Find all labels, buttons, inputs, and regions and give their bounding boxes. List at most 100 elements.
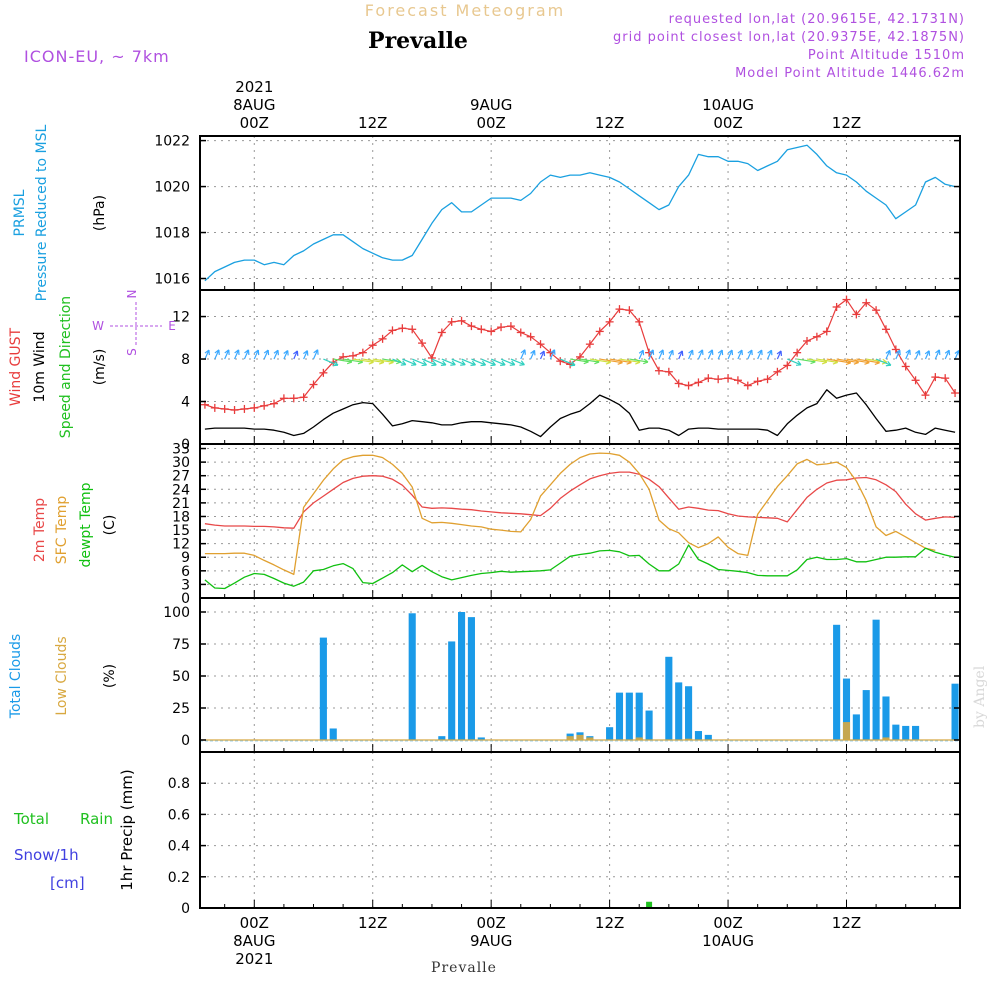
wind-direction-arrowhead [509, 364, 515, 366]
wind-direction-arrow [875, 358, 892, 366]
wind-direction-arrowhead [501, 360, 506, 366]
x-top-tick-label: 00Z [240, 114, 269, 132]
y-tick-label: 0 [181, 437, 190, 453]
wind-direction-arrow [915, 350, 920, 360]
bar-total-clouds [458, 612, 466, 740]
wind-direction-arrowhead [480, 364, 486, 367]
wind-direction-arrow [717, 349, 723, 360]
y-tick-label: 24 [172, 482, 190, 498]
y-tick-label: 0.6 [168, 807, 190, 823]
wind-direction-arrow [885, 350, 891, 360]
ylabel-precip-total: Total [13, 810, 49, 828]
header-model-alt: Model Point Altitude 1446.62m [735, 66, 965, 81]
wind-direction-arrow [570, 358, 589, 363]
wind-direction-arrowhead [810, 361, 816, 365]
ylabel-10m-wind: 10m Wind [32, 331, 48, 402]
wind-direction-arrow [648, 349, 654, 360]
x-bottom-tick-label: 10AUG [702, 932, 754, 950]
wind-direction-arrowhead [717, 349, 723, 354]
ylabel-prmsl: PRMSL [12, 189, 28, 236]
wind-direction-arrow [924, 350, 930, 360]
y-tick-label: 12 [172, 310, 190, 326]
x-bottom-tick-label: 00Z [713, 914, 742, 932]
y-tick-label: 1016 [154, 272, 190, 288]
ylabel-sfc-temp: SFC Temp [54, 496, 70, 565]
wind-direction-arrowhead [263, 349, 269, 354]
axes-layer: 1016101810201022048120369121518212427303… [154, 134, 961, 917]
bar-total-clouds [675, 682, 683, 740]
wind-direction-arrow [944, 349, 950, 360]
bar-total-clouds [665, 656, 673, 740]
y-tick-label: 27 [172, 469, 190, 485]
wind-direction-arrowhead [944, 349, 950, 354]
y-tick-label: 25 [172, 701, 190, 717]
wind-direction-arrowhead [460, 364, 466, 366]
y-tick-label: 12 [172, 537, 190, 553]
wind-direction-arrowhead [490, 364, 496, 367]
ylabel-dewpt-temp: dewpt Temp [78, 482, 94, 567]
x-bottom-tick-label: 12Z [832, 914, 861, 932]
bar-total-clouds [892, 724, 900, 740]
x-top-tick-label: 10AUG [702, 96, 754, 114]
wind-direction-arrowhead [935, 349, 940, 354]
series-sfc-temp-line [204, 452, 936, 576]
bar-low-clouds [566, 736, 574, 740]
bar-total-clouds [852, 714, 860, 740]
wind-direction-arrowhead [520, 349, 526, 354]
wind-direction-arrowhead [698, 349, 703, 354]
wind-direction-arrowhead [357, 361, 363, 365]
bar-total-clouds [694, 731, 702, 740]
wind-direction-arrowhead [470, 364, 476, 366]
wind-direction-arrow [539, 350, 545, 360]
wind-direction-arrow [451, 358, 466, 366]
wind-direction-arrowhead [334, 360, 339, 366]
bar-total-clouds [438, 736, 446, 740]
y-tick-label: 21 [172, 496, 190, 512]
wind-direction-arrowhead [688, 349, 693, 354]
wind-direction-arrowhead [954, 350, 960, 354]
x-top-tick-label: 8AUG [233, 96, 275, 114]
y-tick-label: 4 [181, 395, 190, 411]
y-tick-label: 30 [172, 455, 190, 471]
wind-direction-arrow [599, 358, 623, 364]
wind-direction-arrow [441, 358, 456, 366]
wind-direction-arrow [500, 358, 515, 366]
wind-direction-arrow [707, 349, 713, 360]
bar-total-clouds [882, 696, 890, 740]
wind-direction-arrowhead [293, 350, 298, 355]
wind-direction-arrowhead [583, 361, 589, 365]
wind-direction-arrow [589, 358, 611, 363]
y-tick-label: 0 [181, 901, 190, 917]
x-top-tick-label: 12Z [358, 114, 387, 132]
wind-direction-arrowhead [511, 360, 516, 366]
ylabel-speed-direction: Speed and Direction [58, 296, 74, 438]
wind-direction-arrowhead [388, 361, 394, 365]
bar-low-clouds [586, 737, 594, 740]
wind-direction-arrowhead [378, 361, 385, 365]
wind-direction-arrow [510, 358, 525, 366]
wind-direction-arrow [727, 349, 733, 360]
wind-direction-arrow [253, 349, 259, 360]
y-tick-label: 0.4 [168, 839, 190, 855]
footer-location: Prevalle [431, 960, 497, 976]
wind-direction-arrow [638, 349, 644, 360]
series-dewpoint-line [204, 544, 956, 590]
ylabel-2m-temp: 2m Temp [32, 498, 48, 562]
bar-total-clouds [645, 710, 653, 740]
wind-direction-arrow [214, 349, 220, 360]
wind-direction-arrow [362, 358, 384, 364]
wind-direction-arrowhead [450, 364, 456, 366]
wind-direction-arrowhead [313, 349, 319, 354]
wind-direction-arrow [658, 349, 664, 360]
x-bottom-tick-label: 12Z [358, 914, 387, 932]
wind-direction-arrowhead [550, 349, 555, 354]
wind-direction-arrowhead [643, 361, 649, 365]
bar-total-clouds [912, 725, 920, 740]
wind-direction-arrowhead [887, 360, 892, 366]
credit-text: by Angel [972, 665, 988, 728]
x-bottom-tick-label: 12Z [595, 914, 624, 932]
header-title-top: Forecast Meteogram [365, 1, 565, 20]
compass-s-label: S [125, 348, 139, 356]
x-top-tick-label: 12Z [832, 114, 861, 132]
wind-direction-arrow [757, 349, 763, 360]
